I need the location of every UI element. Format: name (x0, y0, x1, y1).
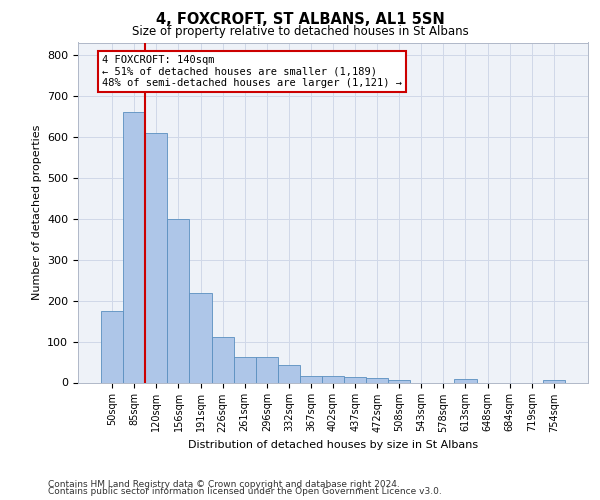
Bar (190, 293, 212, 382)
Bar (233, 356, 256, 382)
Bar (278, 365, 300, 382)
Text: 4, FOXCROFT, ST ALBANS, AL1 5SN: 4, FOXCROFT, ST ALBANS, AL1 5SN (155, 12, 445, 28)
Text: Contains HM Land Registry data © Crown copyright and database right 2024.: Contains HM Land Registry data © Crown c… (48, 480, 400, 489)
Bar (388, 380, 410, 382)
Bar (123, 112, 145, 382)
Bar (454, 379, 476, 382)
Bar (543, 380, 565, 382)
Bar (212, 338, 233, 382)
Text: Contains public sector information licensed under the Open Government Licence v3: Contains public sector information licen… (48, 487, 442, 496)
Bar (256, 356, 278, 382)
Text: 4 FOXCROFT: 140sqm
← 51% of detached houses are smaller (1,189)
48% of semi-deta: 4 FOXCROFT: 140sqm ← 51% of detached hou… (102, 55, 402, 88)
Y-axis label: Number of detached properties: Number of detached properties (32, 125, 41, 300)
X-axis label: Distribution of detached houses by size in St Albans: Distribution of detached houses by size … (188, 440, 478, 450)
Bar (322, 376, 344, 382)
Bar (167, 218, 190, 382)
Bar (366, 378, 388, 382)
Text: Size of property relative to detached houses in St Albans: Size of property relative to detached ho… (131, 25, 469, 38)
Bar (344, 377, 366, 382)
Bar (300, 376, 322, 382)
Bar (145, 132, 167, 382)
Bar (101, 311, 123, 382)
